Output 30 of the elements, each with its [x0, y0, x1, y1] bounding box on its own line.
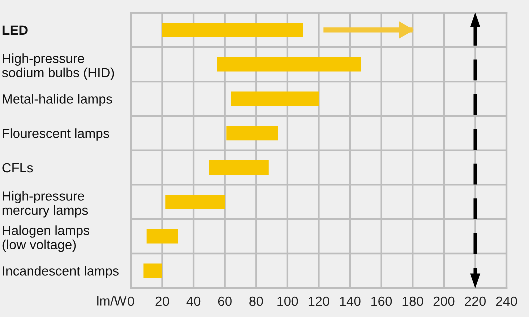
- y-tick-label: High-pressure mercury lamps: [2, 191, 88, 218]
- bar: [146, 229, 178, 244]
- bar: [162, 22, 304, 38]
- x-tick-label: 20: [156, 296, 170, 306]
- bar: [166, 194, 226, 210]
- x-tick-label: 240: [496, 296, 518, 306]
- bar: [226, 126, 278, 141]
- x-tick-label: 200: [434, 296, 455, 306]
- x-tick-label: 120: [308, 296, 330, 306]
- y-tick-label: Halogen lamps (low voltage): [2, 226, 90, 252]
- x-tick-label: 220: [465, 296, 486, 306]
- y-tick-label: Incandescent lamps: [3, 266, 119, 278]
- y-tick-label: Metal-halide lamps: [3, 94, 112, 106]
- bar: [144, 264, 162, 278]
- x-tick-label: 0: [128, 296, 134, 306]
- bar: [209, 160, 269, 175]
- y-tick-label: CFLs: [2, 163, 34, 173]
- y-tick-label: LED: [2, 26, 28, 35]
- x-tick-label: 40: [186, 296, 201, 306]
- x-tick-label: 180: [402, 296, 424, 306]
- x-tick-label: 160: [372, 296, 392, 306]
- y-tick-label: High-pressure sodium bulbs (HID): [2, 54, 114, 80]
- y-tick-label: Flourescent lamps: [3, 128, 110, 141]
- bar: [231, 92, 319, 106]
- x-tick-label: 60: [218, 296, 232, 306]
- x-tick-label: 80: [250, 296, 264, 306]
- x-tick-label: 100: [278, 296, 298, 306]
- x-axis-title: lm/W: [98, 296, 127, 306]
- bar: [217, 57, 362, 72]
- x-tick-label: 140: [340, 296, 361, 306]
